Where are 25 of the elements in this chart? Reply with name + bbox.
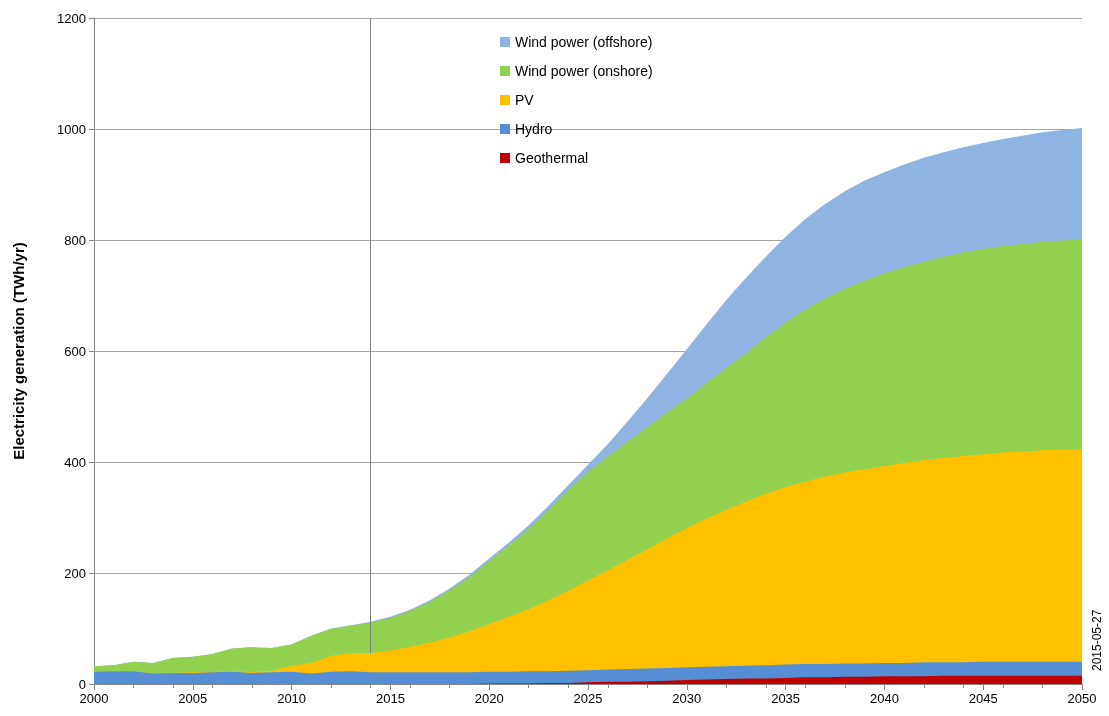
legend-label: Wind power (offshore) — [515, 34, 653, 50]
y-axis-title: Electricity generation (TWh/yr) — [10, 242, 27, 460]
x-tick-label: 2030 — [672, 691, 702, 706]
y-tick-label: 1000 — [57, 121, 86, 137]
y-tick-label: 200 — [64, 565, 86, 581]
legend-label: Wind power (onshore) — [515, 63, 653, 79]
legend-label: Geothermal — [515, 150, 589, 166]
x-tick-label: 2015 — [375, 691, 405, 706]
legend-label: Hydro — [515, 121, 553, 137]
x-tick-label: 2020 — [474, 691, 504, 706]
x-tick-label: 2050 — [1067, 691, 1097, 706]
x-tick-label: 2035 — [771, 691, 801, 706]
y-tick-label: 400 — [64, 454, 86, 470]
x-tick-label: 2040 — [869, 691, 899, 706]
x-tick-label: 2005 — [178, 691, 208, 706]
x-tick-label: 2010 — [277, 691, 307, 706]
y-tick-label: 800 — [64, 232, 86, 248]
y-tick-label: 600 — [64, 343, 86, 359]
y-tick-label: 0 — [78, 676, 86, 692]
y-tick-label: 1200 — [57, 10, 86, 26]
text: 2015-05-27 — [1090, 609, 1104, 671]
x-tick-label: 2000 — [79, 691, 109, 706]
x-tick-label: 2025 — [573, 691, 603, 706]
legend-label: PV — [515, 92, 535, 108]
x-tick-label: 2045 — [968, 691, 998, 706]
